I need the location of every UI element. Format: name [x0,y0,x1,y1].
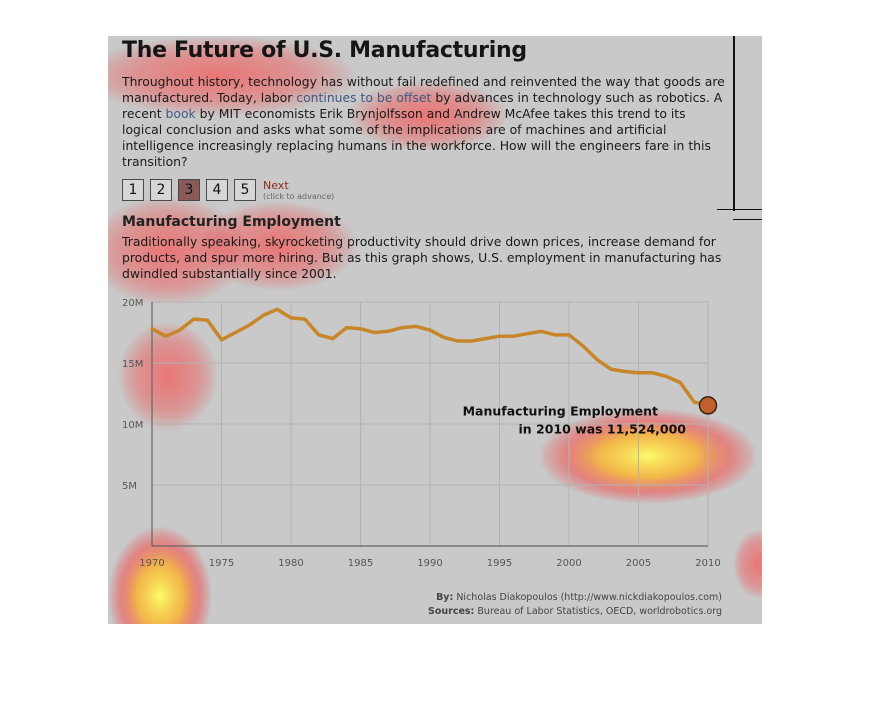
divider-horizontal-bottom [733,219,762,220]
heat-blob-5 [118,321,218,431]
data-point [484,337,488,341]
section-text: Traditionally speaking, skyrocketing pro… [122,234,722,281]
x-tick-label: 1990 [417,558,442,569]
data-point [261,313,265,317]
intro-text-2: by advances in technology such as roboti… [122,90,723,121]
data-point [206,318,210,322]
data-point [498,334,501,338]
data-point [609,367,613,371]
data-point [567,333,571,337]
author-text: Nicholas Diakopoulos (http://www.nickdia… [456,592,722,603]
heat-blob-6 [733,529,762,599]
data-point [692,400,696,404]
data-point [164,334,168,338]
heat-blob-7 [348,81,508,151]
x-tick-label: 2000 [556,558,581,569]
data-point [178,328,182,332]
data-point [414,324,418,328]
data-point [456,339,460,343]
sources-text: Bureau of Labor Statistics, OECD, worldr… [477,606,722,617]
data-point [386,329,390,333]
end-point-marker [698,396,718,415]
data-point [650,371,654,375]
story-panel: 5M 10M 15M 20M 1970 1975 1980 1985 1990 1995 2000 2… [108,36,762,624]
page-button-3[interactable]: 3 [178,179,200,201]
x-tick-label: 1975 [209,558,234,569]
data-point [359,327,362,331]
author-label: By: [436,592,454,603]
x-tick-label: 1980 [278,558,303,569]
data-point [442,335,446,339]
data-point [289,316,293,320]
data-point [331,337,335,341]
page-title: The Future of U.S. Manufacturing [122,38,527,63]
intro-link-book[interactable]: book [165,106,196,121]
data-point [345,326,349,330]
heat-blob-0 [108,526,212,624]
data-point [525,332,529,336]
byline: By: Nicholas Diakopoulos (http://www.nic… [428,591,722,619]
data-point [275,307,279,311]
x-tick-label: 2005 [626,558,651,569]
next-link[interactable]: Next [263,179,289,192]
data-point [428,328,432,332]
data-point [233,331,237,334]
page-button-5[interactable]: 5 [234,179,256,201]
heat-blob-4 [198,201,358,291]
page-button-4[interactable]: 4 [206,179,228,201]
data-point [470,339,474,343]
data-point [553,333,557,337]
annotation-line-1: Manufacturing Employment [463,403,658,418]
data-point [317,333,321,337]
x-tick-label: 1970 [139,558,164,569]
y-tick-label: 15M [122,359,143,370]
intro-text-1: Throughout history, technology has witho… [122,74,725,105]
intro-link-offset[interactable]: continues to be offset [296,90,432,105]
next-hint: (click to advance) [263,192,335,201]
data-point [595,357,599,361]
data-point [192,317,196,321]
author-line: By: Nicholas Diakopoulos (http://www.nic… [428,591,722,605]
data-point [678,381,682,385]
page-button-2[interactable]: 2 [150,179,172,201]
y-tick-label: 20M [122,298,143,309]
y-tick-label: 5M [122,481,137,492]
sources-line: Sources: Bureau of Labor Statistics, OEC… [428,605,722,619]
data-point [664,374,668,378]
employment-chart: 5M 10M 15M 20M 1970 1975 1980 1985 1990 1995 2000 2… [108,36,762,624]
heat-blob-1 [538,408,758,504]
x-tick-label: 1985 [348,558,373,569]
data-point [372,331,376,334]
page-button-1[interactable]: 1 [122,179,144,201]
data-point [303,317,307,321]
data-point [400,326,404,330]
data-point [637,371,640,375]
data-point [150,327,154,331]
section-title: Manufacturing Employment [122,214,341,230]
intro-text-3: by MIT economists Erik Brynjolfsson and … [122,106,711,169]
data-point [511,334,515,338]
y-tick-label: 10M [122,420,143,431]
sources-label: Sources: [428,606,475,617]
heat-blob-2 [108,36,358,116]
data-point [247,323,251,327]
data-point [539,329,543,333]
data-point [623,370,627,374]
x-tick-label: 1995 [487,558,512,569]
divider-vertical [733,36,735,211]
x-tick-label: 2010 [695,558,720,569]
data-point [581,344,585,348]
data-point [220,338,223,342]
divider-horizontal-top [717,209,762,210]
annotation-line-2: in 2010 was 11,524,000 [518,421,686,436]
intro-paragraph: Throughout history, technology has witho… [122,74,728,170]
